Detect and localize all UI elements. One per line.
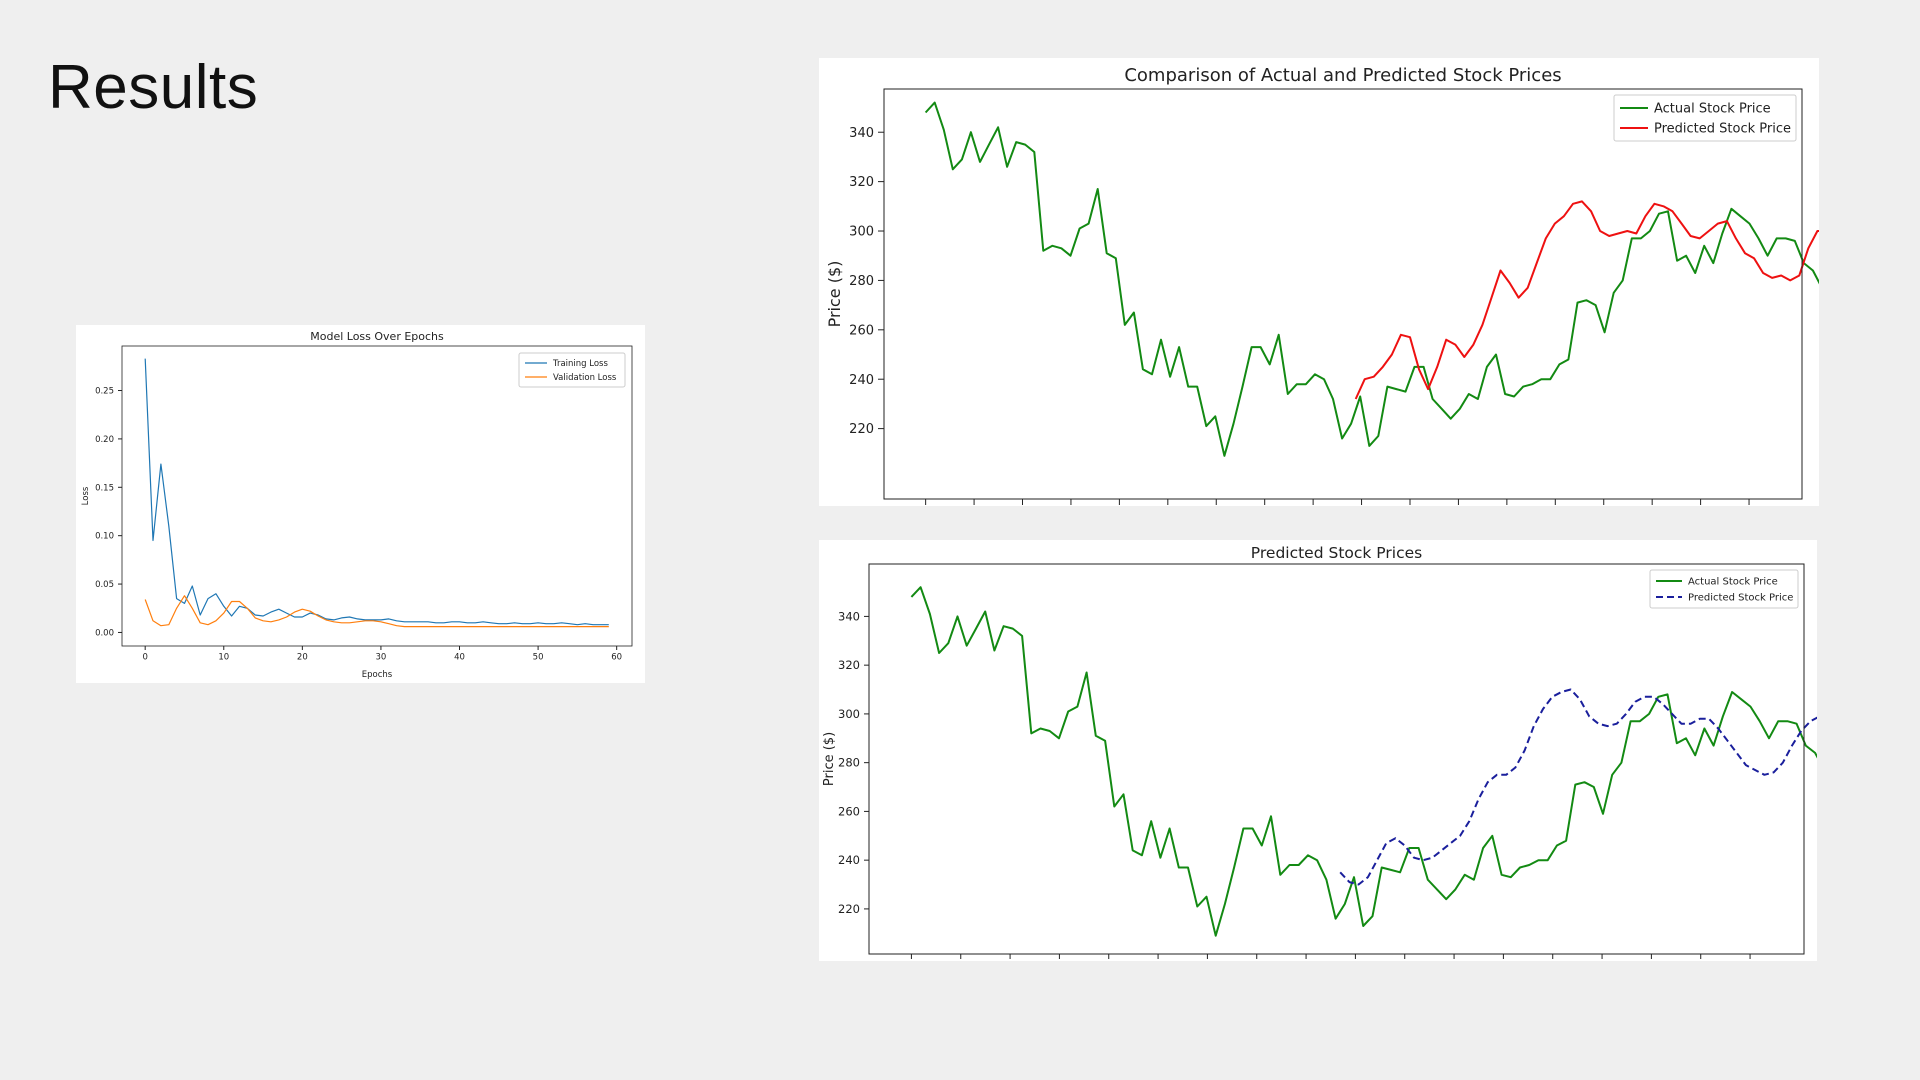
y-tick-label: 0.00: [95, 628, 114, 638]
legend-box: [1649, 569, 1799, 609]
y-tick-label: 320: [849, 175, 874, 190]
y-tick-label: 220: [838, 902, 860, 916]
comparison-chart: Comparison of Actual and Predicted Stock…: [825, 65, 1819, 505]
y-tick-label: 260: [849, 323, 874, 338]
legend-label: Validation Loss: [553, 373, 617, 383]
y-tick-label: 0.15: [95, 483, 114, 493]
chart-title: Comparison of Actual and Predicted Stock…: [1124, 65, 1561, 86]
legend-label: Actual Stock Price: [1654, 102, 1771, 117]
y-tick-label: 300: [849, 225, 874, 240]
series-line-2: [1354, 200, 1819, 400]
series-line-2: [144, 595, 609, 628]
y-axis-label: Price ($): [822, 732, 837, 786]
loss-chart-panel: Model Loss Over Epochs 0.00 0.05 0.10 0.15 0.…: [76, 325, 645, 683]
plot-frame: [121, 345, 633, 647]
series-line-2: [1339, 688, 1817, 886]
y-tick-label: 260: [838, 804, 860, 818]
series-line-1: [910, 586, 1817, 937]
x-tick-label: 0: [142, 653, 147, 663]
y-tick-label: 320: [838, 658, 860, 672]
x-tick-label: 20: [297, 653, 308, 663]
chart-title: Predicted Stock Prices: [1251, 544, 1422, 562]
legend-label: Predicted Stock Price: [1688, 593, 1793, 604]
plot-frame: [868, 563, 1805, 955]
y-tick-label: 340: [838, 609, 860, 623]
series-line-1: [144, 358, 609, 626]
legend-box: [1613, 94, 1797, 142]
predicted-chart: Predicted Stock Prices 220 240 260 280 300 320…: [822, 544, 1817, 959]
loss-chart: Model Loss Over Epochs 0.00 0.05 0.10 0.15 0.…: [81, 330, 633, 680]
y-axis-label: Loss: [81, 486, 91, 505]
comparison-chart-panel: Comparison of Actual and Predicted Stock…: [819, 58, 1819, 506]
y-tick-label: 240: [838, 853, 860, 867]
x-tick-label: 50: [533, 653, 544, 663]
x-tick-label: 40: [454, 653, 465, 663]
y-tick-label: 0.25: [95, 386, 114, 396]
y-tick-label: 0.10: [95, 532, 114, 542]
y-axis-label: Price ($): [825, 261, 844, 328]
y-tick-label: 280: [849, 274, 874, 289]
x-tick-label: 10: [218, 653, 229, 663]
series-line-1: [924, 101, 1819, 457]
x-tick-label: 60: [611, 653, 622, 663]
y-tick-label: 280: [838, 756, 860, 770]
y-tick-label: 300: [838, 707, 860, 721]
x-tick-label: 30: [376, 653, 387, 663]
x-axis-label: Epochs: [362, 670, 393, 680]
y-tick-label: 240: [849, 373, 874, 388]
legend-label: Predicted Stock Price: [1654, 122, 1791, 137]
y-tick-label: 220: [849, 422, 874, 437]
y-tick-label: 0.05: [95, 580, 114, 590]
legend-label: Actual Stock Price: [1688, 577, 1778, 588]
chart-title: Model Loss Over Epochs: [310, 330, 444, 343]
legend-box: [518, 352, 626, 388]
predicted-chart-panel: Predicted Stock Prices 220 240 260 280 300 320…: [819, 540, 1817, 961]
plot-frame: [883, 88, 1803, 500]
y-tick-label: 0.20: [95, 435, 114, 445]
legend-label: Training Loss: [552, 359, 608, 369]
slide-title: Results: [48, 53, 259, 122]
y-tick-label: 340: [849, 126, 874, 141]
